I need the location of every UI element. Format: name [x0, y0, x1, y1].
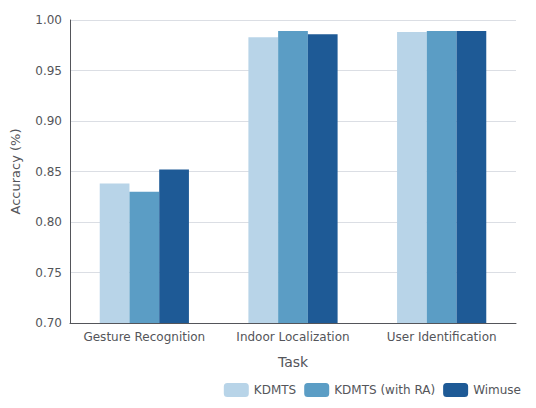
svg-text:Wimuse: Wimuse	[473, 383, 521, 397]
svg-text:0.85: 0.85	[35, 165, 62, 179]
svg-text:Accuracy (%): Accuracy (%)	[8, 129, 23, 215]
svg-text:KDMTS: KDMTS	[254, 383, 296, 397]
svg-text:KDMTS (with RA): KDMTS (with RA)	[334, 383, 435, 397]
svg-text:0.80: 0.80	[35, 215, 62, 229]
svg-text:1.00: 1.00	[35, 13, 62, 27]
svg-text:Gesture Recognition: Gesture Recognition	[83, 330, 205, 344]
svg-text:0.70: 0.70	[35, 316, 62, 330]
svg-text:0.95: 0.95	[35, 64, 62, 78]
svg-text:Indoor Localization: Indoor Localization	[236, 330, 349, 344]
svg-text:0.75: 0.75	[35, 266, 62, 280]
svg-text:Task: Task	[277, 354, 309, 370]
svg-text:0.90: 0.90	[35, 114, 62, 128]
svg-text:User Identification: User Identification	[387, 330, 497, 344]
